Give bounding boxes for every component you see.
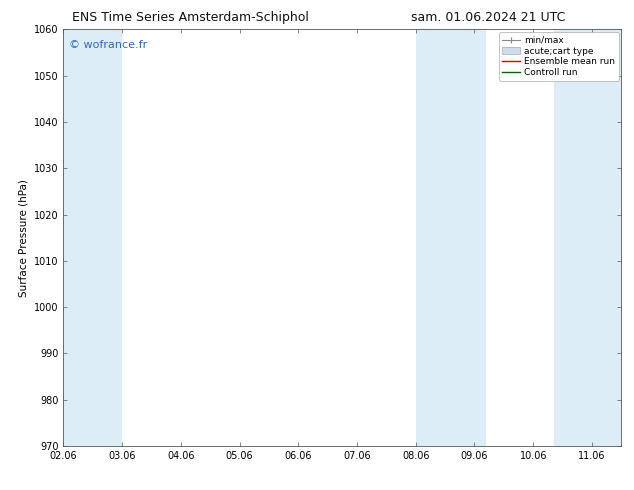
Legend: min/max, acute;cart type, Ensemble mean run, Controll run: min/max, acute;cart type, Ensemble mean …: [499, 32, 619, 81]
Bar: [63, 29, 122, 446]
Text: sam. 01.06.2024 21 UTC: sam. 01.06.2024 21 UTC: [411, 11, 566, 24]
Text: © wofrance.fr: © wofrance.fr: [69, 40, 147, 50]
Y-axis label: Surface Pressure (hPa): Surface Pressure (hPa): [18, 179, 29, 296]
Text: ENS Time Series Amsterdam-Schiphol: ENS Time Series Amsterdam-Schiphol: [72, 11, 309, 24]
Bar: [416, 29, 486, 446]
Bar: [553, 29, 621, 446]
